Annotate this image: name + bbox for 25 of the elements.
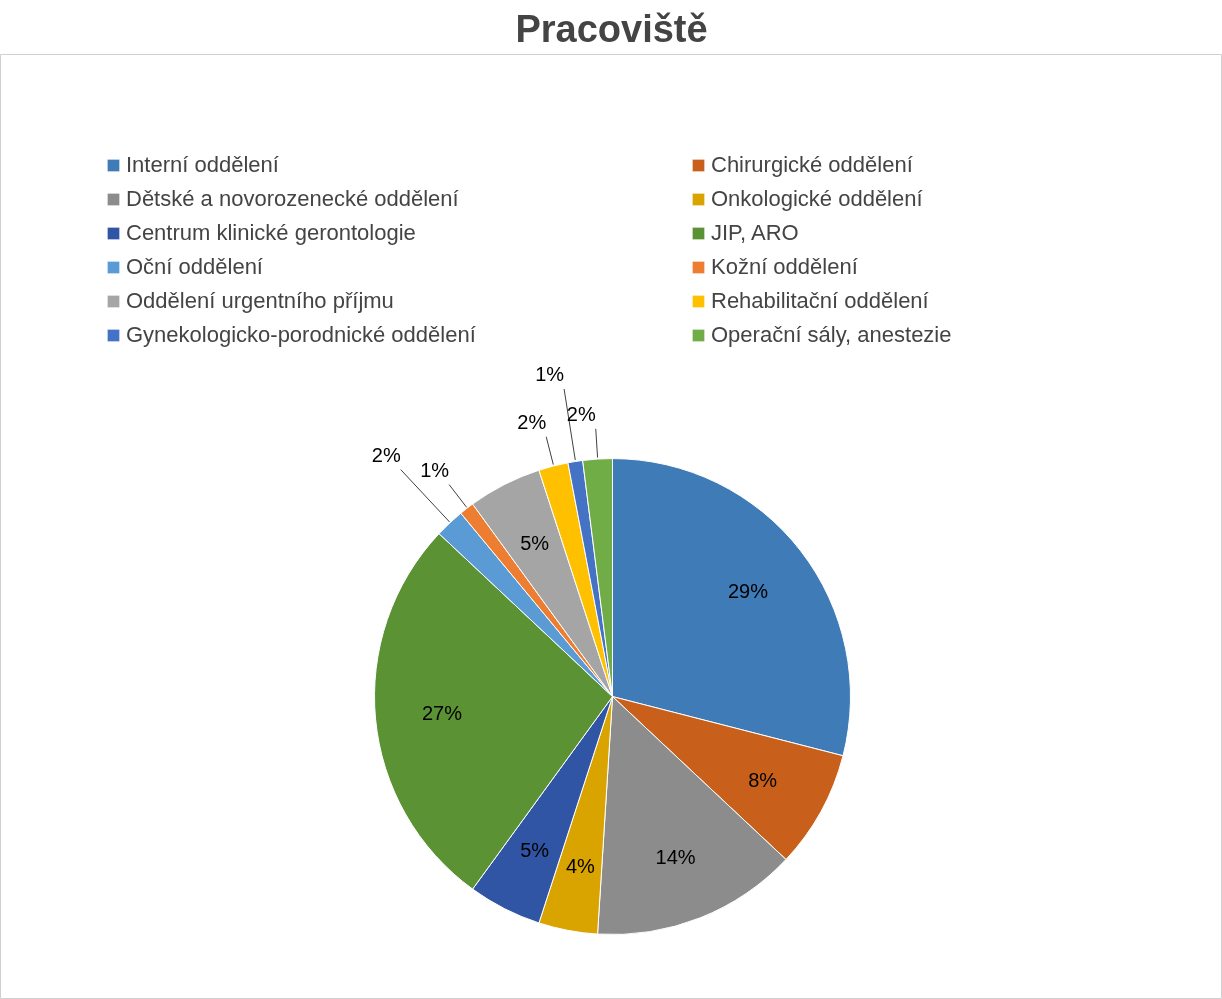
legend-label: Kožní oddělení [711,253,859,281]
chart-title: Pracoviště [515,7,708,50]
legend-label: Dětské a novorozenecké oddělení [126,185,460,213]
legend-label: Oční oddělení [126,253,264,281]
legend-label: Interní oddělení [126,151,280,179]
data-label: 1% [535,363,565,386]
data-label: 27% [421,701,463,724]
data-label: 8% [748,768,778,791]
legend-label: JIP, ARO [711,219,800,247]
data-label: 14% [655,845,696,868]
legend-label: Centrum klinické gerontologie [126,219,417,247]
legend-label: Onkologické oddělení [711,185,924,213]
legend-label: Oddělení urgentního příjmu [126,287,395,315]
legend-label: Gynekologicko-porodnické oddělení [126,321,477,349]
data-label: 5% [520,531,550,554]
data-label: 4% [565,854,596,877]
data-label: 2% [371,443,401,466]
legend-label: Rehabilitační oddělení [711,287,930,315]
data-label: 2% [566,402,596,425]
data-label: 2% [517,410,547,433]
data-label: 29% [727,579,769,602]
legend-label: Chirurgické oddělení [711,151,914,179]
data-label: 1% [420,458,450,481]
legend-label: Operační sály, anestezie [711,321,953,349]
data-label: 5% [520,839,550,862]
